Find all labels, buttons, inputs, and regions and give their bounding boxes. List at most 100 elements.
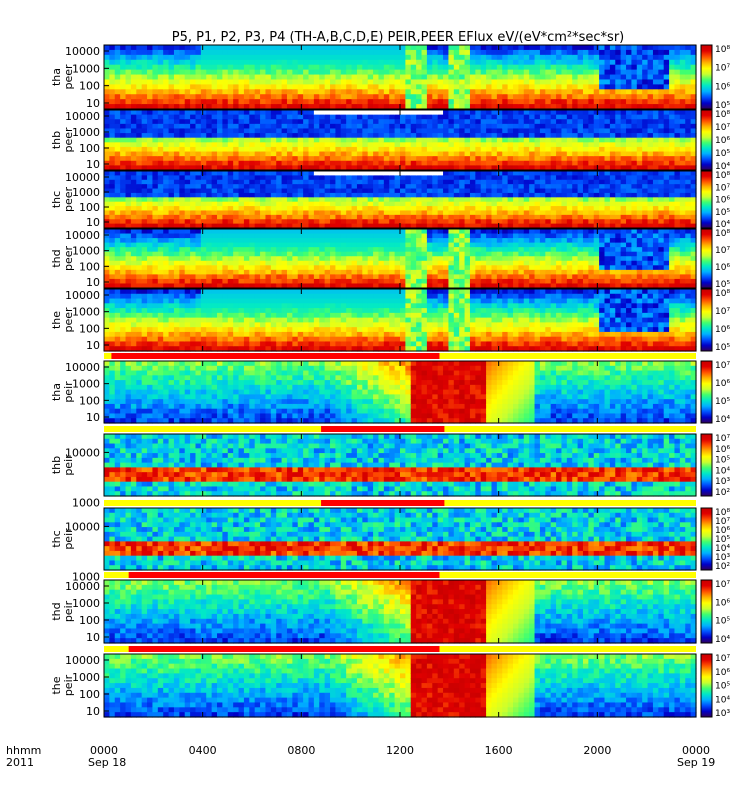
heatmap-cell	[421, 146, 428, 153]
heatmap-cell	[679, 175, 686, 181]
heatmap-cell	[238, 256, 245, 262]
heatmap-cell	[136, 160, 143, 166]
heatmap-cell	[464, 156, 471, 162]
heatmap-cell	[254, 119, 261, 125]
heatmap-cell	[642, 175, 649, 181]
heatmap-cell	[292, 274, 299, 280]
heatmap-cell	[324, 260, 331, 266]
heatmap-cell	[464, 123, 471, 130]
heatmap-cell	[464, 74, 471, 81]
heatmap-cell	[593, 123, 600, 130]
heatmap-cell	[211, 201, 218, 207]
heatmap-cell	[577, 197, 584, 203]
heatmap-cell	[104, 165, 110, 171]
heatmap-cell	[319, 214, 326, 220]
heatmap-cell	[491, 171, 498, 176]
heatmap-cell	[443, 89, 450, 95]
heatmap-cell	[636, 219, 643, 225]
heatmap-cell	[566, 64, 573, 71]
heatmap-cell	[222, 49, 229, 56]
heatmap-cell	[475, 45, 482, 51]
heatmap-cell	[313, 283, 320, 289]
heatmap-cell	[292, 94, 299, 100]
heatmap-cell	[195, 133, 202, 139]
heatmap-cell	[367, 142, 374, 148]
heatmap-cell	[405, 184, 412, 190]
heatmap-cell	[157, 137, 164, 143]
heatmap-cell	[389, 160, 396, 166]
heatmap-cell	[276, 171, 283, 176]
heatmap-cell	[572, 114, 579, 120]
heatmap-cell	[480, 74, 487, 81]
heatmap-cell	[297, 210, 304, 216]
heatmap-cell	[297, 242, 304, 248]
heatmap-cell	[286, 165, 293, 171]
heatmap-cell	[491, 210, 498, 216]
heatmap-cell	[367, 99, 374, 105]
heatmap-cell	[324, 210, 331, 216]
heatmap-cell	[335, 229, 342, 235]
heatmap-cell	[238, 192, 245, 198]
heatmap-cell	[147, 210, 154, 216]
heatmap-cell	[410, 104, 417, 110]
heatmap-cell	[217, 64, 223, 71]
heatmap-cell	[313, 201, 320, 207]
heatmap-cell	[588, 59, 595, 66]
heatmap-cell	[405, 104, 412, 110]
heatmap-cell	[475, 146, 482, 153]
heatmap-cell	[518, 94, 525, 100]
heatmap-cell	[389, 64, 396, 71]
heatmap-cell	[502, 206, 509, 212]
heatmap-cell	[647, 206, 654, 212]
heatmap-cell	[308, 192, 315, 198]
heatmap-cell	[373, 223, 380, 229]
heatmap-cell	[577, 114, 584, 120]
heatmap-cell	[206, 59, 213, 66]
heatmap-cell	[604, 156, 611, 162]
heatmap-cell	[394, 171, 401, 176]
heatmap-cell	[104, 171, 110, 176]
heatmap-cell	[545, 54, 552, 61]
heatmap-cell	[443, 142, 450, 148]
heatmap-cell	[550, 160, 557, 166]
heatmap-cell	[356, 45, 363, 51]
heatmap-cell	[437, 179, 444, 185]
heatmap-cell	[104, 188, 110, 194]
heatmap-cell	[340, 89, 347, 95]
heatmap-cell	[195, 223, 202, 229]
heatmap-cell	[222, 206, 229, 212]
heatmap-cell	[136, 146, 143, 153]
heatmap-cell	[459, 69, 466, 76]
heatmap-cell	[389, 69, 396, 76]
heatmap-cell	[373, 201, 380, 207]
heatmap-cell	[577, 45, 584, 51]
heatmap-cell	[243, 214, 250, 220]
heatmap-cell	[120, 45, 127, 51]
heatmap-cell	[324, 265, 331, 271]
heatmap-cell	[147, 184, 154, 190]
heatmap-cell	[351, 175, 358, 181]
heatmap-cell	[351, 214, 358, 220]
heatmap-cell	[286, 184, 293, 190]
heatmap-cell	[502, 79, 509, 85]
heatmap-cell	[469, 128, 476, 134]
heatmap-cell	[604, 146, 611, 153]
heatmap-cell	[453, 99, 460, 105]
heatmap-cell	[179, 206, 186, 212]
heatmap-cell	[491, 156, 498, 162]
heatmap-cell	[254, 128, 261, 134]
heatmap-cell	[496, 151, 503, 157]
heatmap-cell	[507, 137, 514, 143]
heatmap-cell	[663, 156, 670, 162]
heatmap-cell	[626, 142, 633, 148]
heatmap-cell	[254, 165, 261, 171]
heatmap-cell	[206, 278, 213, 285]
heatmap-cell	[222, 165, 229, 171]
heatmap-cell	[615, 201, 622, 207]
heatmap-cell	[335, 89, 342, 95]
heatmap-cell	[184, 64, 191, 71]
heatmap-cell	[168, 269, 175, 275]
heatmap-cell	[383, 49, 390, 56]
heatmap-cell	[679, 197, 686, 203]
heatmap-cell	[346, 229, 353, 235]
